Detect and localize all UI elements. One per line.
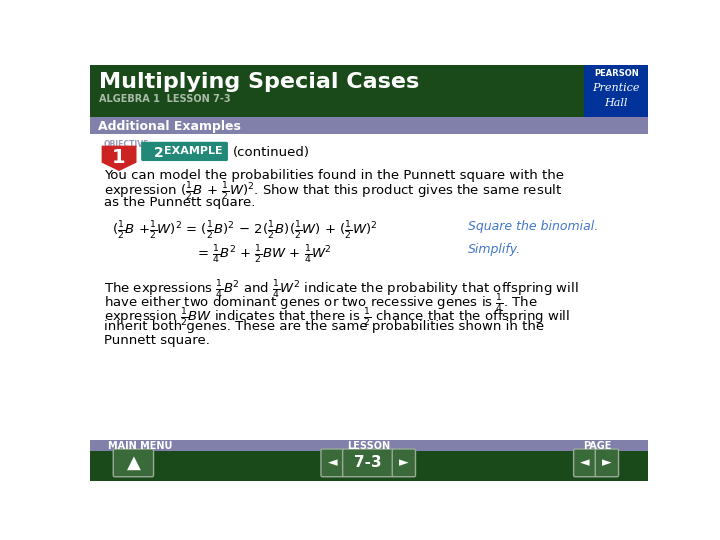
FancyBboxPatch shape xyxy=(321,449,344,477)
FancyBboxPatch shape xyxy=(595,449,618,477)
FancyBboxPatch shape xyxy=(585,65,648,117)
Text: Hall: Hall xyxy=(605,98,628,108)
Text: = $\frac{1}{4}$$B$$^2$ + $\frac{1}{2}$$BW$ + $\frac{1}{4}$$W$$^2$: = $\frac{1}{4}$$B$$^2$ + $\frac{1}{2}$$B… xyxy=(197,244,332,266)
FancyBboxPatch shape xyxy=(141,142,228,161)
Text: 2: 2 xyxy=(153,146,163,160)
Text: ◄: ◄ xyxy=(580,456,590,469)
Text: as the Punnett square.: as the Punnett square. xyxy=(104,195,256,208)
Text: 1: 1 xyxy=(112,148,126,167)
Text: (continued): (continued) xyxy=(233,146,310,159)
Text: ▲: ▲ xyxy=(127,454,140,472)
Polygon shape xyxy=(102,146,137,171)
Text: expression ($\frac{1}{2}$$B$ + $\frac{1}{2}$$W$)$^2$. Show that this product giv: expression ($\frac{1}{2}$$B$ + $\frac{1}… xyxy=(104,181,562,203)
Text: ALGEBRA 1  LESSON 7-3: ALGEBRA 1 LESSON 7-3 xyxy=(99,94,231,104)
Text: OBJECTIVE: OBJECTIVE xyxy=(104,140,149,149)
Text: Punnett square.: Punnett square. xyxy=(104,334,210,347)
Text: ($\frac{1}{2}$$B$ +$\frac{1}{2}$$W$)$^2$ = ($\frac{1}{2}$$B$)$^2$ $-$ 2($\frac{1: ($\frac{1}{2}$$B$ +$\frac{1}{2}$$W$)$^2$… xyxy=(112,220,377,242)
Text: Prentice: Prentice xyxy=(593,83,640,93)
Text: MAIN MENU: MAIN MENU xyxy=(108,441,173,450)
Text: Simplify.: Simplify. xyxy=(468,244,521,256)
FancyBboxPatch shape xyxy=(90,440,648,450)
FancyBboxPatch shape xyxy=(90,117,648,134)
Text: Multiplying Special Cases: Multiplying Special Cases xyxy=(99,72,420,92)
Text: ►: ► xyxy=(399,456,409,469)
Text: 7-3: 7-3 xyxy=(354,455,382,470)
FancyBboxPatch shape xyxy=(392,449,415,477)
FancyBboxPatch shape xyxy=(343,449,394,477)
Text: EXAMPLE: EXAMPLE xyxy=(164,146,223,157)
Text: You can model the probabilities found in the Punnett square with the: You can model the probabilities found in… xyxy=(104,168,564,182)
Text: PEARSON: PEARSON xyxy=(594,70,639,78)
Text: LESSON: LESSON xyxy=(348,441,390,450)
FancyBboxPatch shape xyxy=(90,65,648,117)
Text: PAGE: PAGE xyxy=(583,441,612,450)
FancyBboxPatch shape xyxy=(113,449,153,477)
FancyBboxPatch shape xyxy=(90,450,648,481)
Text: ►: ► xyxy=(602,456,612,469)
Text: ◄: ◄ xyxy=(328,456,338,469)
Text: Additional Examples: Additional Examples xyxy=(98,120,240,133)
Text: expression $\frac{1}{2}$$BW$ indicates that there is $\frac{1}{2}$ chance that t: expression $\frac{1}{2}$$BW$ indicates t… xyxy=(104,307,570,329)
FancyBboxPatch shape xyxy=(574,449,597,477)
Text: inherit both genes. These are the same probabilities shown in the: inherit both genes. These are the same p… xyxy=(104,320,544,333)
Text: Square the binomial.: Square the binomial. xyxy=(468,220,598,233)
Text: have either two dominant genes or two recessive genes is $\frac{1}{4}$. The: have either two dominant genes or two re… xyxy=(104,293,538,315)
Text: The expressions $\frac{1}{4}$$B$$^2$ and $\frac{1}{4}$$W$$^2$ indicate the proba: The expressions $\frac{1}{4}$$B$$^2$ and… xyxy=(104,279,579,301)
